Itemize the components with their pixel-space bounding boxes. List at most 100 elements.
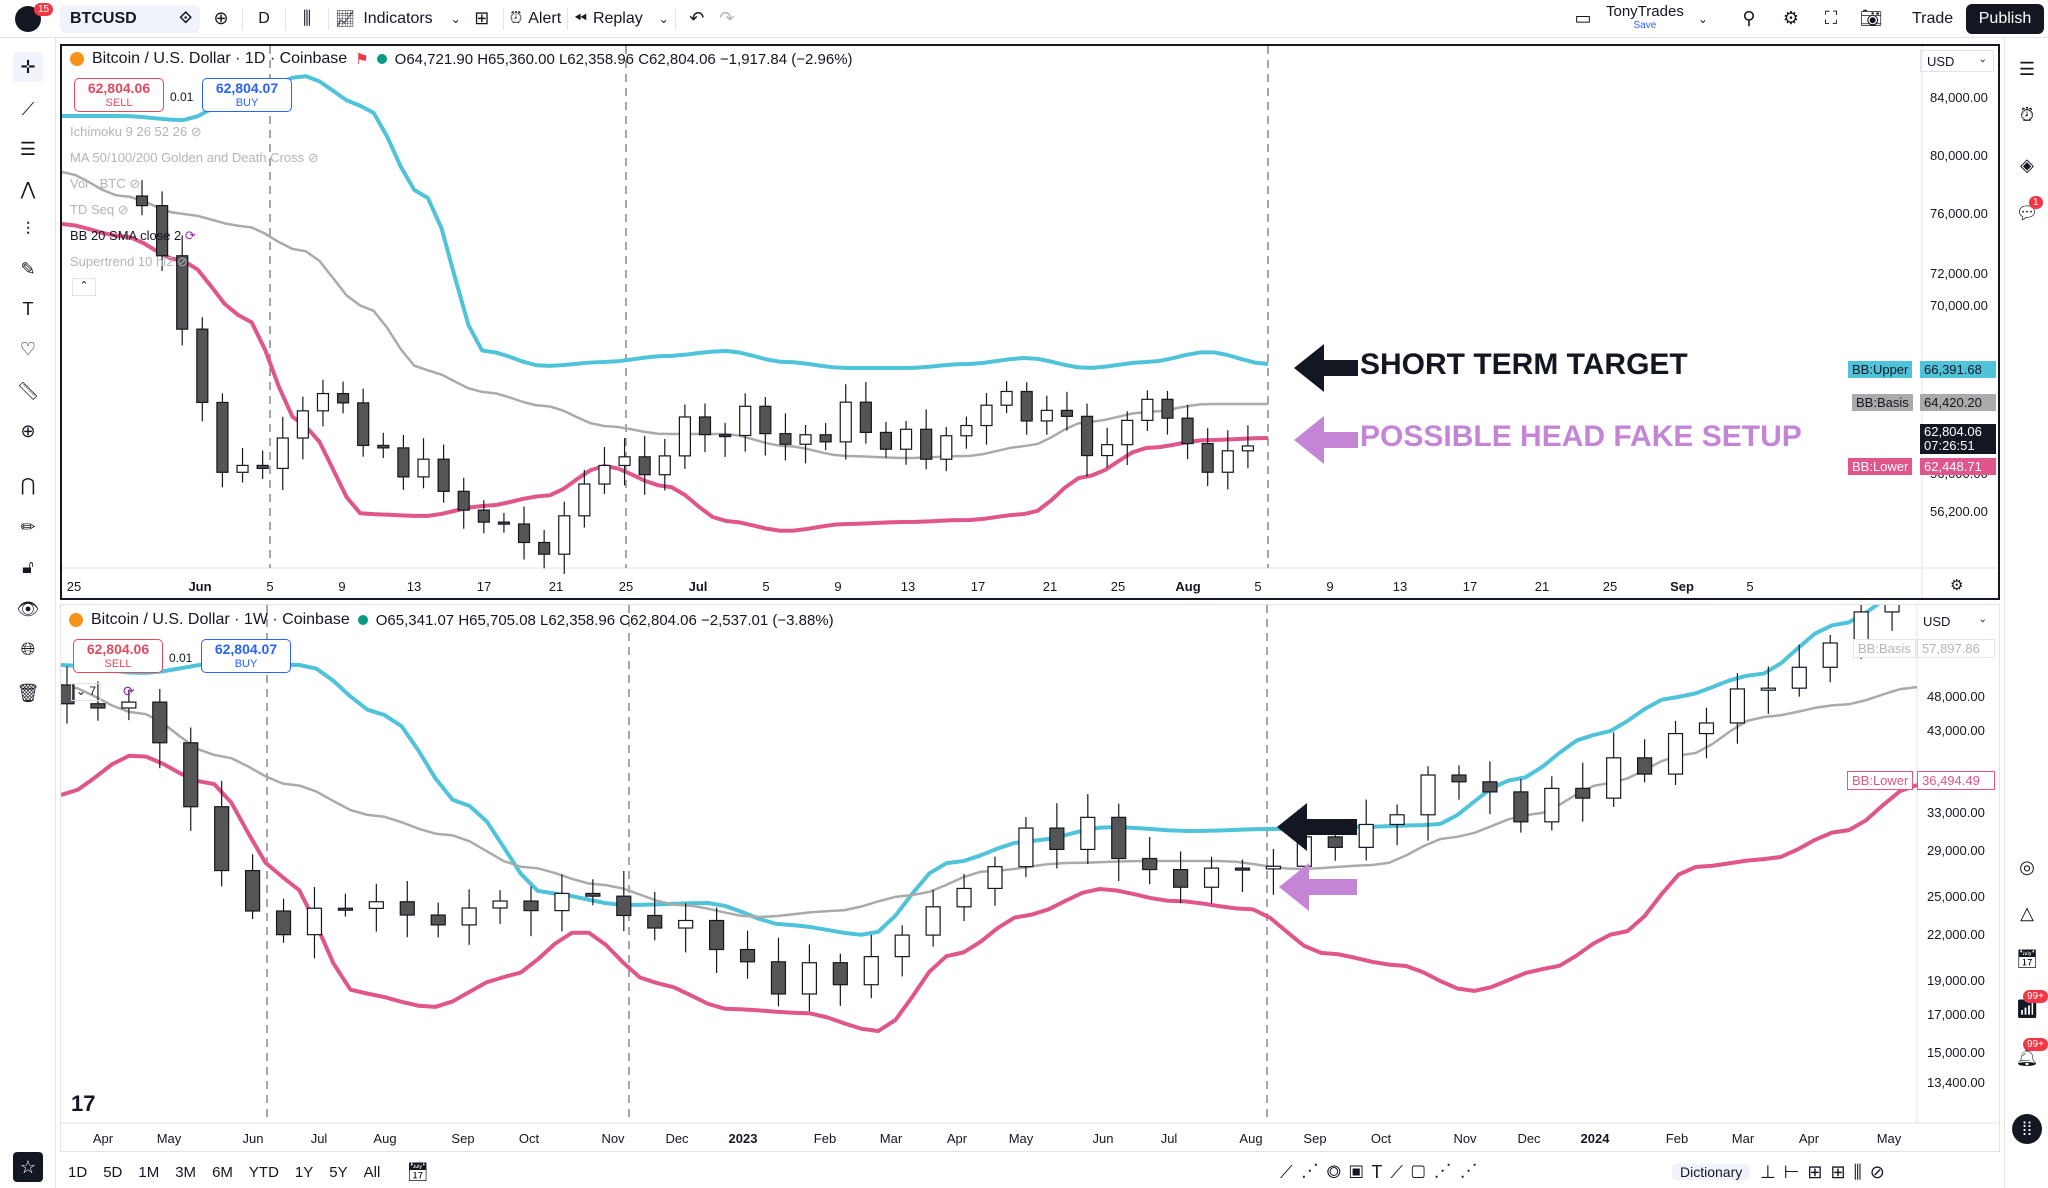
range-all[interactable]: All	[363, 1163, 381, 1181]
layout-menu[interactable]: ▭ TonyTrades Save ⌄	[1568, 0, 1708, 37]
user-menu[interactable]: 15	[0, 0, 56, 37]
compare-symbol-icon[interactable]: ⟐	[179, 9, 192, 27]
range-5y[interactable]: 5Y	[329, 1163, 348, 1181]
dictionary-label[interactable]: Dictionary	[1672, 1164, 1751, 1180]
flag-icon[interactable]: ⚑	[355, 51, 369, 68]
range-1m[interactable]: 1M	[138, 1163, 160, 1181]
indicators-button[interactable]: 📈︎ Indicators ⌄	[335, 0, 461, 37]
indicator-ichimoku[interactable]: Ichimoku 9 26 52 26 ⊘	[70, 124, 202, 140]
apps-grid-icon[interactable]: ⁞⁞	[2012, 1114, 2042, 1144]
time-axis-settings-icon[interactable]: ⚙	[1950, 577, 1964, 594]
ideas-icon[interactable]: ◎	[2019, 856, 2035, 877]
short-term-target-annotation[interactable]: SHORT TERM TARGET	[1360, 348, 1688, 381]
text-icon[interactable]: T	[22, 298, 34, 319]
brush-icon[interactable]: ✎	[20, 258, 36, 279]
crosshair-icon[interactable]: ✛	[13, 52, 43, 82]
range-3m[interactable]: 3M	[175, 1163, 197, 1181]
range-5d[interactable]: 5D	[103, 1163, 123, 1181]
bb-basis-label: BB:Basis	[1853, 639, 1916, 658]
eye-off-icon[interactable]: ⊘	[176, 254, 188, 269]
notifications-icon[interactable]: 🔔︎	[2015, 1046, 2039, 1067]
quick-search-icon[interactable]: ⚲	[1742, 8, 1756, 28]
interval-button[interactable]: D	[258, 9, 270, 27]
alerts-clock-icon[interactable]: ⏰︎	[2019, 104, 2035, 125]
chevron-down-icon[interactable]: ⌄	[450, 11, 461, 26]
trash-icon[interactable]: 🗑︎	[16, 682, 40, 703]
tradingview-logo[interactable]: 17	[71, 1091, 96, 1116]
layout-name[interactable]: TonyTrades Save	[1606, 4, 1684, 33]
lock-icon[interactable]: 🔓︎	[22, 556, 34, 577]
layout-icon[interactable]: ▭	[1574, 8, 1592, 28]
chevron-down-icon[interactable]: ⌄	[1697, 11, 1708, 26]
head-fake-annotation[interactable]: POSSIBLE HEAD FAKE SETUP	[1360, 420, 1802, 453]
sell-button[interactable]: 62,804.06 SELL	[74, 78, 164, 112]
candle	[1822, 642, 1838, 668]
drawing-tools-strip[interactable]: ⟋⋰◎▣T⟋▢⋰⋰	[1280, 1161, 1486, 1182]
daily-symbol-title[interactable]: Bitcoin / U.S. Dollar · 1D · Coinbase	[92, 50, 348, 67]
star-icon[interactable]: ☆	[13, 1152, 43, 1182]
buy-button[interactable]: 62,804.07 BUY	[201, 639, 291, 673]
save-label[interactable]: Save	[1633, 19, 1657, 31]
candle	[616, 895, 632, 917]
goto-date-icon[interactable]: 📅︎	[406, 1161, 430, 1182]
indicator-tdseq[interactable]: TD Seq ⊘	[70, 202, 129, 218]
fullscreen-icon[interactable]: ⛶	[1824, 8, 1838, 28]
globe-icon[interactable]: 🌐︎	[20, 638, 36, 659]
hotlists-icon[interactable]: △	[2020, 902, 2034, 923]
trend-line-icon[interactable]: ⟋	[21, 98, 35, 119]
camera-icon[interactable]: 📷︎	[1859, 8, 1883, 28]
eye-off-icon[interactable]: ⊘	[190, 124, 202, 139]
range-6m[interactable]: 6M	[212, 1163, 233, 1181]
add-symbol-icon[interactable]: ⊕	[213, 8, 229, 28]
range-1d[interactable]: 1D	[68, 1163, 88, 1181]
replay-button[interactable]: ⏪︎ Replay ⌄	[574, 0, 669, 37]
indicator-supertrend[interactable]: Supertrend 10 hl2 ⊘	[70, 254, 188, 270]
currency-select[interactable]: USD ⌄	[1917, 611, 1993, 633]
eye-off-icon[interactable]: ⊘	[117, 202, 129, 217]
more-tools-strip[interactable]: ⊥⊢⊞⊞⫼⊘	[1760, 1161, 1893, 1182]
symbol-search[interactable]: BTCUSD ⟐	[60, 4, 200, 33]
undo-icon[interactable]: ↶	[689, 8, 705, 28]
buy-button[interactable]: 62,804.07 BUY	[202, 78, 292, 112]
collapse-legend-icon[interactable]: ⌃	[72, 278, 96, 296]
chart-pane-weekly[interactable]: 48,000.00 43,000.00 33,000.00 29,000.00 25,0…	[60, 604, 2000, 1152]
calendar-icon[interactable]: 📅︎	[2015, 948, 2039, 969]
layers-icon[interactable]: ◈	[2020, 154, 2034, 175]
range-1y[interactable]: 1Y	[294, 1163, 314, 1181]
eye-icon[interactable]: 👁︎	[16, 598, 40, 619]
indicator-volume[interactable]: Vol · BTC ⊘	[70, 176, 140, 192]
sell-button[interactable]: 62,804.06 SELL	[73, 639, 163, 673]
bitcoin-icon	[70, 52, 84, 66]
candle-type-icon[interactable]: ⫼	[302, 8, 312, 28]
trade-button[interactable]: Trade	[1912, 9, 1954, 27]
eye-off-icon[interactable]: ⊘	[129, 176, 141, 191]
indicator-ma[interactable]: MA 50/100/200 Golden and Death Cross ⊘	[70, 150, 319, 166]
candle	[176, 255, 189, 330]
magnet-icon[interactable]: ⋂	[20, 474, 36, 495]
forecast-icon[interactable]: ⫶	[25, 218, 31, 239]
redo-icon[interactable]: ↷	[719, 8, 735, 28]
chart-pane-daily[interactable]: 84,000.00 80,000.00 76,000.00 72,000.00 70,0…	[60, 44, 2000, 600]
heart-icon[interactable]: ♡	[19, 338, 37, 359]
zoom-in-icon[interactable]: ⊕	[20, 420, 36, 441]
currency-select[interactable]: USD ⌄	[1920, 50, 1994, 72]
stay-drawing-icon[interactable]: ✏	[20, 516, 36, 537]
ruler-icon[interactable]: 📏︎	[16, 380, 40, 401]
chevron-down-icon[interactable]: ⌄	[658, 11, 669, 26]
fib-icon[interactable]: ☰	[19, 138, 37, 159]
watchlist-icon[interactable]: ☰	[2018, 58, 2036, 79]
settings-gear-icon[interactable]: ⚙	[1782, 8, 1800, 28]
eye-off-icon[interactable]: ⊘	[307, 150, 319, 165]
range-ytd[interactable]: YTD	[248, 1163, 279, 1181]
daily-chart-canvas[interactable]: 84,000.00 80,000.00 76,000.00 72,000.00 70,0…	[62, 46, 1998, 598]
indicator-bollinger[interactable]: BB 20 SMA close 2 ⟳	[70, 228, 196, 244]
weekly-chart-canvas[interactable]: 48,000.00 43,000.00 33,000.00 29,000.00 25,0…	[61, 605, 1999, 1151]
templates-icon[interactable]: ⊞	[474, 8, 490, 28]
publish-button[interactable]: Publish	[1966, 4, 2044, 34]
pattern-icon[interactable]: ⋀	[20, 178, 36, 199]
candle	[368, 901, 384, 909]
weekly-symbol-title[interactable]: Bitcoin / U.S. Dollar · 1W · Coinbase	[91, 611, 350, 628]
expand-legend-button[interactable]: ⌄ 7	[71, 683, 101, 701]
alert-button[interactable]: ⏰︎ Alert	[510, 0, 561, 37]
streams-icon[interactable]: 📶︎	[2015, 998, 2039, 1019]
